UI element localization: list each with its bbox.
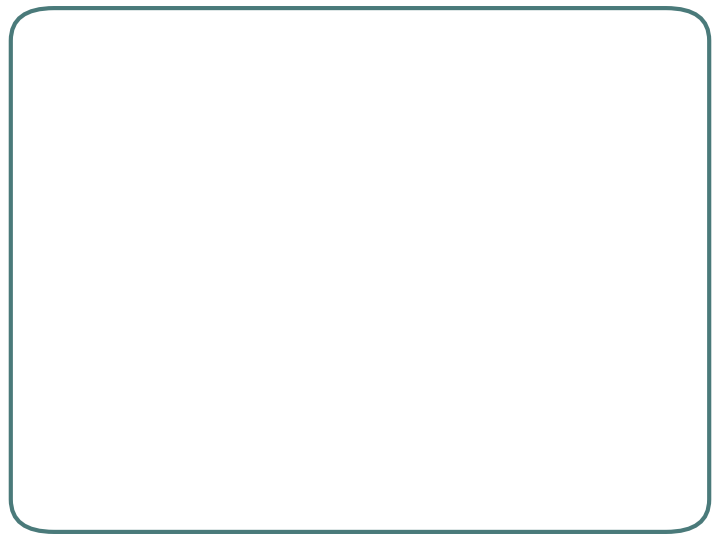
Text: 5: 5	[577, 458, 585, 471]
Text: 28°: 28°	[397, 382, 426, 396]
Text: G: G	[508, 170, 521, 186]
Text: H: H	[387, 311, 402, 328]
Text: angle is greater than 90˚& less than 180˚: angle is greater than 90˚& less than 180…	[140, 339, 523, 360]
Text: 108°: 108°	[515, 382, 554, 396]
Text: Classifying Triangles by Angles: Classifying Triangles by Angles	[29, 81, 709, 119]
Text: I: I	[617, 311, 624, 328]
Text: A triangle in which all 3 angles are less than 90˚: A triangle in which all 3 angles are les…	[158, 154, 617, 175]
Text: B: B	[377, 411, 389, 428]
Text: 76°: 76°	[480, 201, 509, 215]
Text: Obtuse:: Obtuse:	[115, 280, 199, 298]
Text: C: C	[584, 394, 597, 411]
Text: 47°: 47°	[564, 281, 593, 295]
Text: Acute:: Acute:	[115, 156, 184, 173]
Text: Lesson 3-1: Triangle
Fundamentals: Lesson 3-1: Triangle Fundamentals	[260, 451, 389, 479]
Text: A: A	[585, 292, 597, 309]
Text: 57°: 57°	[409, 281, 438, 295]
Text: 44°: 44°	[531, 311, 560, 325]
Text: A triangle in which one and only one: A triangle in which one and only one	[140, 318, 477, 336]
